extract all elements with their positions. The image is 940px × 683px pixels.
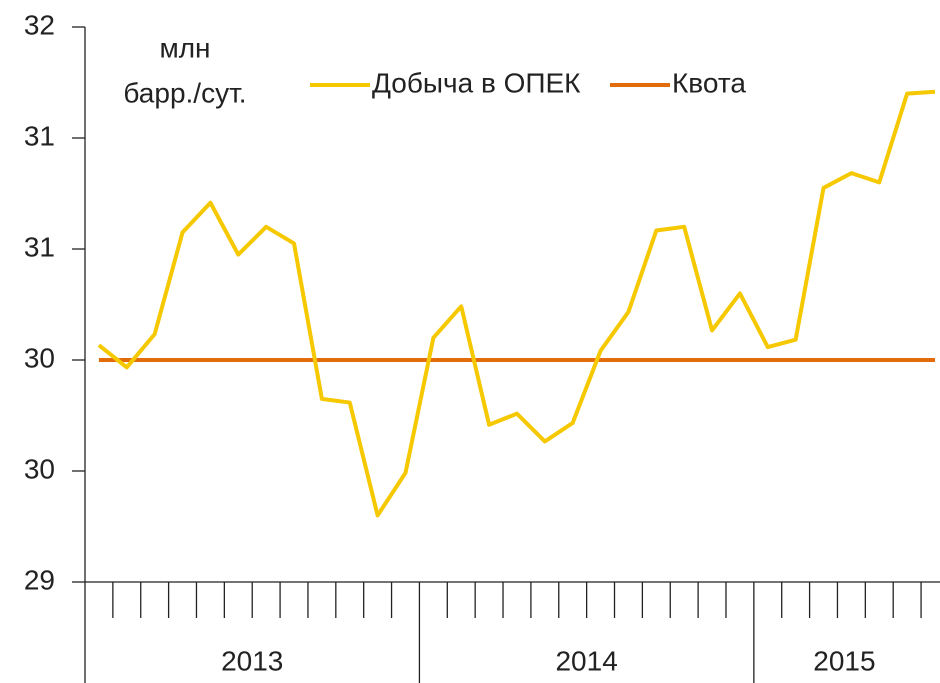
legend-label: Добыча в ОПЕК xyxy=(372,67,581,98)
x-group-label: 2015 xyxy=(813,645,875,676)
y-tick-label: 31 xyxy=(24,120,55,151)
y-tick-label: 30 xyxy=(24,453,55,484)
y-tick-label: 31 xyxy=(24,231,55,262)
legend-label: Квота xyxy=(672,67,746,98)
series-line xyxy=(97,89,936,518)
x-group-label: 2013 xyxy=(221,645,283,676)
y-tick-label: 30 xyxy=(24,342,55,373)
y-axis-label: барр./сут. xyxy=(123,77,246,108)
y-tick-label: 29 xyxy=(24,564,55,595)
y-axis-label: млн xyxy=(159,32,210,63)
y-tick-label: 32 xyxy=(24,9,55,40)
x-group-label: 2014 xyxy=(555,645,617,676)
